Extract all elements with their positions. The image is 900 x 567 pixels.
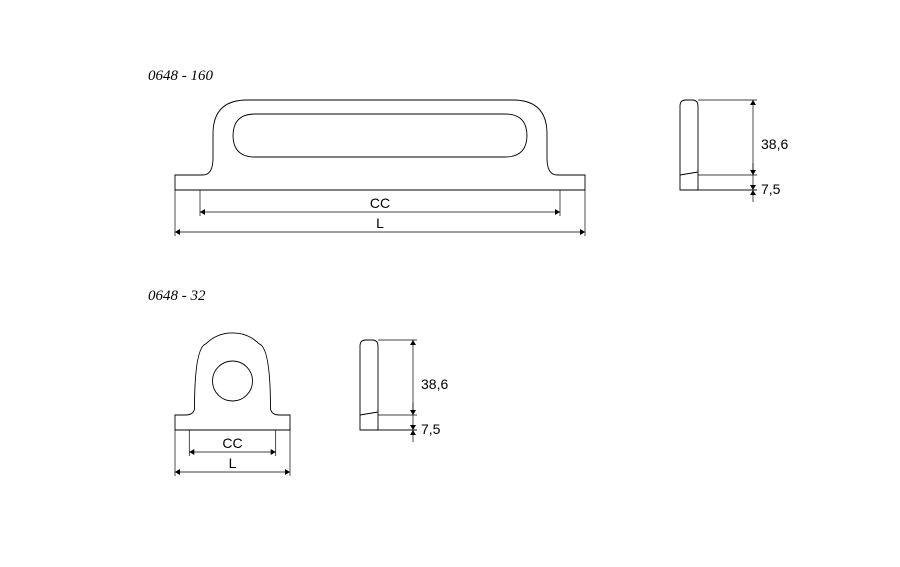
part-160-height-label: 38,6 (761, 136, 788, 152)
part-160-cc-label: CC (370, 195, 390, 211)
part-32-front-hole (213, 361, 253, 401)
part-32-base-label: 7,5 (421, 421, 441, 437)
part-160-front-outline (175, 100, 585, 190)
part-32-front-outline (175, 333, 290, 430)
part-160-front-slot (233, 114, 527, 157)
part-32-height-label: 38,6 (421, 376, 448, 392)
part-32-cc-label: CC (222, 435, 242, 451)
part-160-side-outline (680, 100, 698, 190)
part-32-side-baseline (360, 412, 378, 415)
part-160-side-baseline (680, 172, 698, 175)
part-32-l-label: L (229, 455, 237, 471)
part-32-side-outline (360, 340, 378, 430)
part-160-l-label: L (376, 215, 384, 231)
part-160-base-label: 7,5 (761, 181, 781, 197)
part-160-title: 0648 - 160 (148, 68, 213, 84)
part-32-title: 0648 - 32 (148, 288, 206, 304)
